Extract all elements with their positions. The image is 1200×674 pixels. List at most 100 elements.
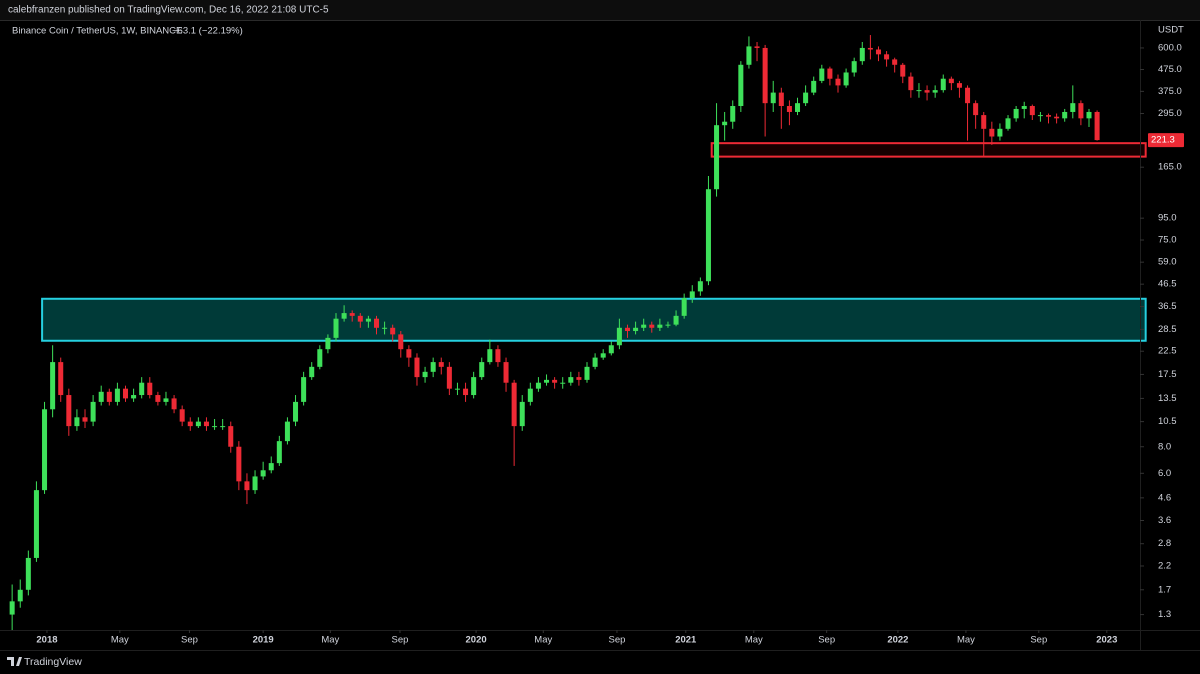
candle-body: [997, 128, 1003, 137]
y-tick-label: 2.2: [1158, 560, 1171, 571]
candle-body: [398, 334, 404, 350]
candle-body: [803, 92, 809, 104]
candle-body: [82, 417, 88, 422]
candle-body: [438, 362, 444, 367]
x-tick-label: Sep: [1030, 635, 1047, 646]
candle-body: [633, 327, 639, 332]
candle-body: [600, 353, 606, 358]
candle-body: [1054, 116, 1060, 119]
y-tick-label: 6.0: [1158, 468, 1171, 479]
candle-body: [203, 421, 209, 427]
candle-body: [552, 379, 558, 383]
candle-body: [746, 46, 752, 65]
y-tick-label: 165.0: [1158, 162, 1182, 173]
y-tick-label: 475.0: [1158, 64, 1182, 75]
y-tick-label: 2.8: [1158, 538, 1171, 549]
candle-body: [365, 318, 371, 322]
tradingview-logo-icon: [7, 657, 22, 666]
candle-body: [981, 115, 987, 129]
candle-body: [827, 68, 833, 79]
candle-body: [624, 327, 630, 332]
candle-body: [576, 377, 582, 380]
candle-body: [1062, 111, 1068, 119]
candle-body: [754, 46, 760, 48]
currency-label: USDT: [1158, 25, 1184, 36]
x-tick-label: May: [745, 635, 763, 646]
candle-body: [163, 398, 169, 402]
candle-body: [131, 395, 137, 399]
candle-body: [738, 64, 744, 107]
candle-body: [495, 349, 501, 363]
y-tick-label: 295.0: [1158, 108, 1182, 119]
candle-body: [778, 92, 784, 107]
candle-body: [811, 80, 817, 93]
candle-body: [770, 92, 776, 104]
candle-body: [179, 409, 185, 422]
candle-body: [900, 64, 906, 77]
x-tick-label: Sep: [818, 635, 835, 646]
candle-body: [673, 315, 679, 325]
candle-body: [139, 382, 145, 396]
candle-body: [284, 421, 290, 442]
candle-body: [924, 90, 930, 93]
x-tick-label: 2018: [36, 635, 57, 646]
zone-box: [710, 142, 1147, 158]
candle-body: [390, 327, 396, 335]
candle-body: [973, 103, 979, 116]
candle-body: [58, 362, 64, 396]
candle-body: [341, 313, 347, 319]
candle-body: [260, 470, 266, 477]
candle-body: [471, 377, 477, 396]
candle-body: [884, 54, 890, 60]
candle-body: [843, 72, 849, 86]
y-tick-label: 13.5: [1158, 393, 1177, 404]
candle-body: [406, 349, 412, 358]
y-tick-label: 1.3: [1158, 609, 1171, 620]
candle-body: [325, 337, 331, 350]
candle-body: [859, 47, 865, 62]
x-tick-label: 2022: [887, 635, 908, 646]
candle-body: [487, 349, 493, 363]
candle-body: [965, 87, 971, 104]
y-tick-label: 1.7: [1158, 584, 1171, 595]
candle-body: [244, 481, 250, 491]
candle-body: [454, 388, 460, 390]
y-tick-label: 95.0: [1158, 213, 1177, 224]
x-tick-label: 2020: [466, 635, 487, 646]
candle-body: [762, 47, 768, 104]
footer-logo: TradingView: [24, 656, 82, 668]
y-tick-label: 10.5: [1158, 416, 1177, 427]
y-tick-label: 59.0: [1158, 257, 1177, 268]
y-tick-label: 4.6: [1158, 492, 1171, 503]
candle-body: [228, 426, 234, 447]
candle-body: [90, 401, 96, 422]
candle-body: [568, 377, 574, 383]
candle-body: [956, 83, 962, 88]
candle-body: [50, 362, 56, 410]
header-bar: [0, 0, 1200, 20]
y-tick-label: 22.5: [1158, 346, 1177, 357]
x-tick-label: Sep: [181, 635, 198, 646]
price-change: −63.1 (−22.19%): [172, 26, 243, 37]
x-tick-label: 2019: [253, 635, 274, 646]
candle-body: [608, 345, 614, 354]
candle-body: [641, 324, 647, 328]
candle-body: [503, 362, 509, 383]
candle-body: [463, 388, 469, 396]
x-tick-label: Sep: [609, 635, 626, 646]
candle-body: [66, 395, 72, 427]
candle-body: [114, 388, 120, 402]
candle-body: [276, 441, 282, 464]
candle-body: [382, 327, 388, 329]
candle-body: [940, 78, 946, 91]
candle-body: [875, 49, 881, 55]
candle-body: [309, 366, 315, 378]
zone-box: [41, 297, 1147, 342]
candle-body: [155, 395, 161, 402]
candle-body: [122, 388, 129, 399]
candle-body: [892, 59, 898, 65]
y-tick-label: 600.0: [1158, 42, 1182, 53]
candle-body: [1005, 118, 1011, 129]
candle-body: [649, 324, 655, 328]
